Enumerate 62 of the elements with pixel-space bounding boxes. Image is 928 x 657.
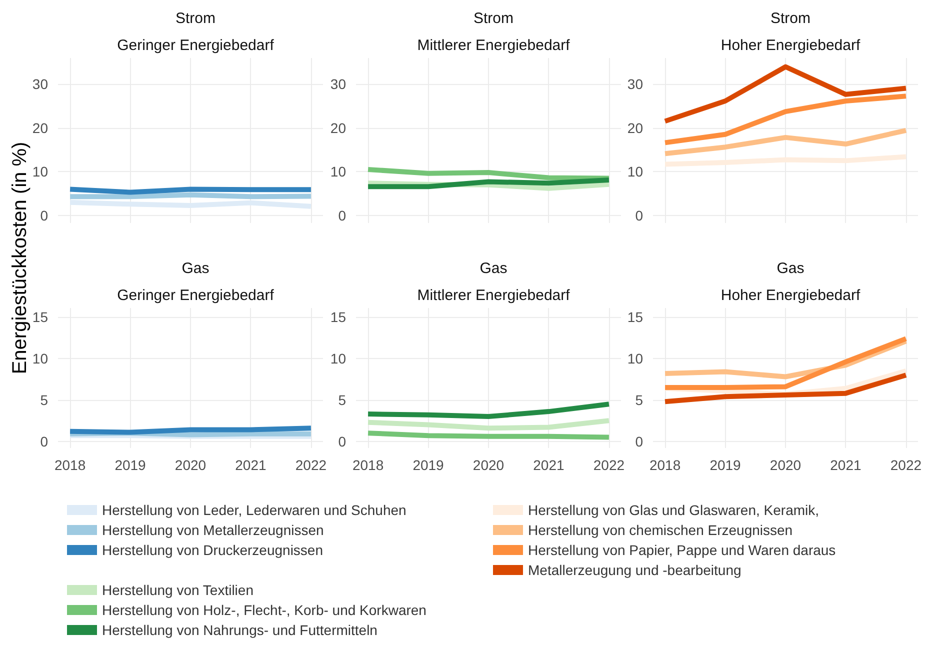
y-tick-label: 10 xyxy=(32,350,48,367)
x-tick-label: 2020 xyxy=(472,457,504,473)
chart-subtitle: Mittlerer Energiebedarf xyxy=(417,37,571,54)
y-tick-label: 10 xyxy=(32,164,48,180)
x-tick-label: 2022 xyxy=(890,457,922,473)
y-axis-title: Energiestückkosten (in %) xyxy=(9,142,31,374)
x-tick-label: 2020 xyxy=(174,457,206,473)
x-tick-label: 2019 xyxy=(710,457,742,473)
y-tick-label: 5 xyxy=(338,392,346,408)
legend-label: Herstellung von chemischen Erzeugnissen xyxy=(528,522,793,538)
x-tick-label: 2021 xyxy=(830,457,862,473)
x-tick-label: 2022 xyxy=(593,457,625,473)
chart-subtitle: Hoher Energiebedarf xyxy=(720,37,861,54)
chart-title: Strom xyxy=(175,10,216,27)
chart-title: Strom xyxy=(770,10,811,27)
y-tick-label: 20 xyxy=(32,120,48,136)
y-tick-label: 0 xyxy=(338,433,346,450)
legend-label: Metallerzeugung und -bearbeitung xyxy=(528,562,742,578)
y-tick-label: 0 xyxy=(40,208,48,224)
x-tick-label: 2019 xyxy=(114,457,146,473)
legend-label: Herstellung von Holz-, Flecht-, Korb- und Korkwaren xyxy=(102,602,426,618)
y-tick-label: 15 xyxy=(627,309,644,326)
x-tick-label: 2019 xyxy=(412,457,444,473)
y-tick-label: 30 xyxy=(32,76,48,92)
legend-label: Herstellung von Metallerzeugnissen xyxy=(102,522,324,538)
legend-label: Herstellung von Glas und Glaswaren, Keramik, xyxy=(528,502,820,518)
y-tick-label: 10 xyxy=(627,350,644,367)
y-tick-label: 10 xyxy=(330,350,346,367)
chart-title: Gas xyxy=(480,260,508,277)
y-tick-label: 0 xyxy=(338,208,346,224)
chart-subtitle: Hoher Energiebedarf xyxy=(720,287,861,304)
chart-title: Gas xyxy=(776,260,804,277)
legend-label: Herstellung von Papier, Pappe und Waren daraus xyxy=(528,542,836,558)
y-tick-label: 30 xyxy=(330,76,346,92)
y-tick-label: 0 xyxy=(40,433,48,450)
chart-subtitle: Geringer Energiebedarf xyxy=(117,37,275,54)
chart-subtitle: Mittlerer Energiebedarf xyxy=(417,287,571,304)
x-tick-label: 2021 xyxy=(533,457,565,473)
x-tick-label: 2020 xyxy=(770,457,802,473)
y-tick-label: 10 xyxy=(330,164,346,180)
legend-label: Herstellung von Leder, Lederwaren und Schuhen xyxy=(102,502,406,518)
y-tick-label: 30 xyxy=(627,76,644,92)
x-tick-label: 2018 xyxy=(352,457,384,473)
x-tick-label: 2022 xyxy=(295,457,327,473)
y-tick-label: 0 xyxy=(635,433,644,450)
x-tick-label: 2018 xyxy=(54,457,86,473)
legend-label: Herstellung von Textilien xyxy=(102,582,254,598)
y-tick-label: 20 xyxy=(627,120,644,136)
y-tick-label: 5 xyxy=(635,392,644,408)
y-tick-label: 10 xyxy=(627,164,644,180)
x-tick-label: 2021 xyxy=(235,457,267,473)
y-tick-label: 15 xyxy=(330,309,346,326)
chart-subtitle: Geringer Energiebedarf xyxy=(117,287,275,304)
y-tick-label: 0 xyxy=(635,208,644,224)
chart-title: Strom xyxy=(473,10,514,27)
y-tick-label: 20 xyxy=(330,120,346,136)
y-tick-label: 5 xyxy=(40,392,48,408)
legend-label: Herstellung von Druckerzeugnissen xyxy=(102,542,323,558)
x-tick-label: 2018 xyxy=(649,457,681,473)
y-tick-label: 15 xyxy=(32,309,48,326)
chart-title: Gas xyxy=(182,260,210,277)
legend-label: Herstellung von Nahrungs- und Futtermitteln xyxy=(102,622,378,638)
